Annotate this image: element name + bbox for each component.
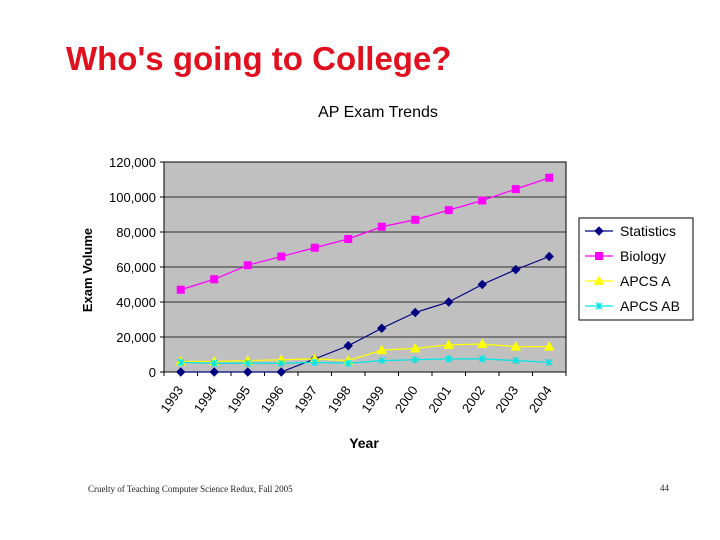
data-point-apcs-a — [409, 342, 421, 353]
x-axis: 1993 1994 1995 1996 1997 1998 1999 2000 2001 2002… — [157, 372, 567, 415]
x-axis-label: Year — [349, 435, 379, 451]
y-axis-label: Exam Volume — [80, 228, 95, 312]
y-tick-label: 120,000 — [109, 155, 156, 170]
series-line-apcs-ab — [180, 358, 550, 364]
data-point-apcs-ab — [311, 358, 319, 366]
data-point-apcs-ab — [445, 355, 453, 363]
data-point-apcs-ab — [210, 359, 218, 367]
data-point-biology — [310, 243, 319, 252]
chart-title: AP Exam Trends — [318, 104, 438, 121]
legend-label-statistics: Statistics — [620, 223, 676, 239]
data-point-apcs-ab — [277, 359, 285, 367]
y-axis: 0 20,000 40,000 60,000 80,000 100,000 120,000 — [109, 155, 164, 380]
x-tick-label: 2002 — [459, 383, 488, 415]
data-point-biology — [545, 173, 554, 182]
data-point-statistics — [477, 279, 487, 290]
data-point-statistics — [544, 251, 554, 262]
series-line-biology — [180, 177, 550, 291]
legend-label-apcs-a: APCS A — [620, 273, 671, 289]
data-point-apcs-ab — [478, 355, 486, 363]
legend-marker-apcs-a — [593, 275, 605, 285]
legend-marker-biology — [595, 252, 603, 260]
data-point-biology — [243, 261, 252, 270]
series-line-apcs-a — [180, 343, 550, 363]
data-point-biology — [377, 222, 386, 231]
data-point-apcs-a — [510, 341, 522, 351]
y-tick-label: 40,000 — [116, 295, 156, 310]
x-tick-label: 1995 — [224, 383, 253, 415]
x-tick-label: 2004 — [526, 383, 555, 415]
legend-label-apcs-ab: APCS AB — [620, 298, 680, 314]
y-tick-label: 80,000 — [116, 225, 156, 240]
data-point-apcs-ab — [512, 357, 520, 365]
data-point-statistics — [343, 341, 353, 351]
data-point-biology — [210, 275, 219, 284]
y-tick-label: 20,000 — [116, 330, 156, 345]
data-point-apcs-ab — [378, 357, 386, 365]
data-point-statistics — [377, 323, 387, 333]
y-tick-label: 60,000 — [116, 260, 156, 275]
footer-text: Cruelty of Teaching Computer Science Red… — [88, 484, 293, 494]
data-point-apcs-a — [476, 338, 488, 348]
series-line-statistics — [180, 255, 550, 373]
data-point-biology — [444, 206, 453, 215]
data-point-statistics — [176, 367, 186, 377]
data-point-biology — [411, 215, 420, 224]
x-tick-label: 1996 — [258, 383, 287, 415]
data-point-biology — [511, 185, 520, 194]
data-point-apcs-ab — [177, 358, 185, 366]
series-lines — [175, 173, 555, 377]
x-tick-label: 1994 — [191, 383, 220, 415]
x-tick-label: 1998 — [325, 383, 354, 415]
data-point-statistics — [511, 264, 521, 275]
x-tick-label: 2003 — [492, 383, 521, 415]
x-tick-label: 1999 — [358, 383, 387, 415]
x-tick-label: 1993 — [157, 383, 186, 415]
legend-label-biology: Biology — [620, 248, 666, 264]
y-tick-label: 0 — [149, 365, 156, 380]
legend-marker-apcs-ab — [595, 302, 603, 310]
data-point-apcs-ab — [244, 359, 252, 367]
data-point-statistics — [209, 367, 219, 377]
data-point-apcs-a — [376, 344, 388, 355]
x-tick-label: 2000 — [392, 383, 421, 415]
data-point-biology — [344, 235, 353, 243]
legend-marker-statistics — [594, 226, 604, 236]
data-point-apcs-a — [543, 341, 555, 351]
data-point-biology — [176, 285, 185, 294]
data-point-apcs-ab — [344, 359, 352, 367]
y-tick-label: 100,000 — [109, 190, 156, 205]
gridlines — [164, 161, 566, 338]
data-point-statistics — [444, 297, 454, 307]
x-tick-label: 2001 — [425, 383, 454, 415]
legend: Statistics Biology APCS A APCS AB — [578, 217, 694, 321]
legend-box — [578, 217, 694, 321]
slide-title: Who's going to College? — [66, 40, 452, 77]
data-point-statistics — [276, 367, 286, 377]
data-point-biology — [478, 196, 487, 205]
data-point-apcs-ab — [411, 356, 419, 364]
data-point-statistics — [410, 307, 420, 318]
data-point-apcs-a — [443, 339, 455, 349]
data-point-biology — [277, 252, 286, 261]
data-point-apcs-ab — [545, 358, 553, 366]
x-tick-label: 1997 — [291, 383, 320, 415]
data-point-statistics — [243, 367, 253, 377]
page-number: 44 — [660, 483, 669, 493]
